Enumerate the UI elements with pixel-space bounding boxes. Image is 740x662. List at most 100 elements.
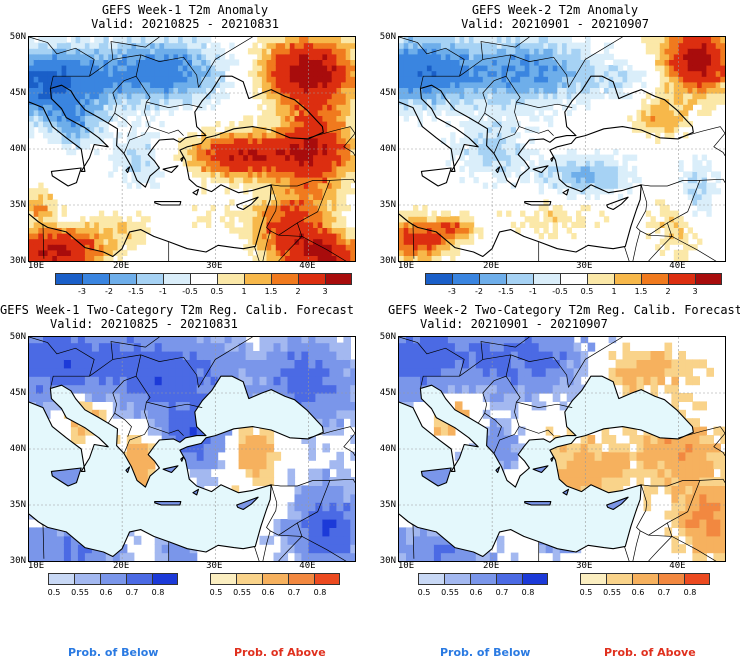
prob-below-legend-left: Prob. of Below	[68, 646, 159, 659]
colorbar-swatch	[55, 273, 82, 285]
colorbar-swatch	[244, 273, 271, 285]
lat-tick-label: 35N	[9, 500, 26, 510]
colorbar-tick-label: -1	[529, 287, 537, 296]
colorbar-tick-label: 0.5	[580, 287, 594, 296]
country-borders	[29, 37, 355, 261]
lon-tick-label: 10E	[27, 561, 45, 571]
lat-tick-label: 45N	[379, 88, 396, 98]
lat-tick-label: 50N	[379, 32, 396, 42]
colorbar-tick-label: -2	[475, 287, 483, 296]
graticule	[29, 37, 355, 261]
colorbar-swatch	[632, 573, 658, 585]
anomaly-map	[398, 36, 726, 262]
colorbar-tick-label: 0.5	[209, 588, 223, 597]
country-borders	[399, 37, 725, 261]
colorbar-tick-label: 0.7	[657, 588, 671, 597]
colorbar-tick-label: -0.5	[552, 287, 568, 296]
colorbar-tick-label: 2	[295, 287, 301, 296]
colorbar-swatch	[82, 273, 109, 285]
colorbar-swatch	[109, 273, 136, 285]
country-borders	[399, 337, 725, 561]
colorbar-swatch	[658, 573, 684, 585]
lon-tick-label: 10E	[397, 561, 415, 571]
lat-tick-label: 40N	[9, 144, 26, 154]
panel-title: GEFS Week-2 Two-Category T2m Reg. Calib.…	[388, 303, 740, 317]
anomaly-colorbar	[55, 273, 352, 285]
colorbar-swatch	[668, 273, 695, 285]
lon-tick-label: 20E	[113, 261, 130, 271]
colorbar-tick-label: 0.5	[579, 588, 593, 597]
lon-tick-label: 10E	[27, 261, 45, 271]
colorbar-swatch	[136, 273, 163, 285]
graticule	[399, 37, 725, 261]
panel-title: GEFS Week-1 T2m Anomaly	[101, 3, 269, 17]
colorbar-tick-label: -2	[105, 287, 113, 296]
lat-tick-label: 30N	[379, 256, 396, 266]
colorbar-swatch	[271, 273, 298, 285]
colorbar-tick-label: 0.5	[210, 287, 224, 296]
lon-tick-label: 20E	[113, 561, 130, 571]
lat-tick-label: 30N	[9, 556, 26, 566]
lon-tick-label: 40E	[299, 561, 316, 571]
lon-tick-label: 30E	[576, 261, 593, 271]
colorbar-swatch	[560, 273, 587, 285]
colorbar-swatch	[479, 273, 506, 285]
lat-tick-label: 50N	[9, 32, 26, 42]
colorbar-tick-label: 1	[241, 287, 247, 296]
lon-tick-label: 40E	[299, 261, 316, 271]
lon-tick-label: 40E	[669, 261, 686, 271]
colorbar-tick-label: 0.6	[261, 588, 275, 597]
lat-tick-label: 40N	[9, 444, 26, 454]
probability-map	[28, 336, 356, 562]
colorbar-tick-label: 0.55	[71, 588, 89, 597]
colorbar-swatch	[496, 573, 522, 585]
colorbar-tick-label: -1.5	[128, 287, 144, 296]
lat-tick-label: 35N	[379, 500, 396, 510]
prob-above-colorbar	[210, 573, 340, 585]
colorbar-swatch	[236, 573, 262, 585]
colorbar-swatch	[684, 573, 710, 585]
colorbar-tick-label: 1.5	[634, 287, 648, 296]
anomaly-colorbar	[425, 273, 722, 285]
lat-tick-label: 30N	[379, 556, 396, 566]
colorbar-swatch	[606, 573, 632, 585]
colorbar-tick-label: 3	[322, 287, 328, 296]
colorbar-tick-label: 0.55	[603, 588, 621, 597]
colorbar-swatch	[74, 573, 100, 585]
colorbar-swatch	[217, 273, 244, 285]
colorbar-tick-label: 0.5	[47, 588, 61, 597]
panel-week2-anomaly: GEFS Week-2 T2m Anomaly Valid: 20210901 -…	[370, 0, 740, 331]
panel-valid-dates: Valid: 20210901 - 20210907	[461, 17, 649, 31]
colorbar-swatch	[298, 273, 325, 285]
colorbar-swatch	[152, 573, 178, 585]
colorbar-swatch	[163, 273, 190, 285]
lon-tick-label: 10E	[397, 261, 415, 271]
lon-tick-label: 30E	[206, 561, 223, 571]
colorbar-tick-label: 0.7	[495, 588, 509, 597]
colorbar-tick-label: 0.7	[125, 588, 139, 597]
colorbar-tick-label: 0.6	[631, 588, 645, 597]
panel-week1-anomaly: GEFS Week-1 T2m Anomaly Valid: 20210825 -…	[0, 0, 370, 331]
lat-tick-label: 45N	[379, 388, 396, 398]
colorbar-tick-label: 0.6	[99, 588, 113, 597]
colorbar-tick-label: 1	[611, 287, 617, 296]
colorbar-tick-label: 1.5	[264, 287, 278, 296]
colorbar-tick-label: 0.5	[417, 588, 431, 597]
colorbar-tick-label: 0.8	[683, 588, 697, 597]
lon-tick-label: 20E	[483, 261, 500, 271]
graticule	[29, 337, 355, 561]
lat-tick-label: 30N	[9, 256, 26, 266]
colorbar-tick-label: 0.6	[469, 588, 483, 597]
panel-title: GEFS Week-2 T2m Anomaly	[471, 3, 639, 17]
map-svg	[29, 337, 355, 561]
colorbar-tick-label: -0.5	[182, 287, 198, 296]
panel-week2-probability: GEFS Week-2 Two-Category T2m Reg. Calib.…	[370, 300, 740, 631]
colorbar-tick-label: -3	[448, 287, 456, 296]
colorbar-swatch	[418, 573, 444, 585]
anomaly-map	[28, 36, 356, 262]
graticule	[399, 337, 725, 561]
probability-map	[398, 336, 726, 562]
colorbar-swatch	[470, 573, 496, 585]
colorbar-swatch	[288, 573, 314, 585]
colorbar-swatch	[190, 273, 217, 285]
